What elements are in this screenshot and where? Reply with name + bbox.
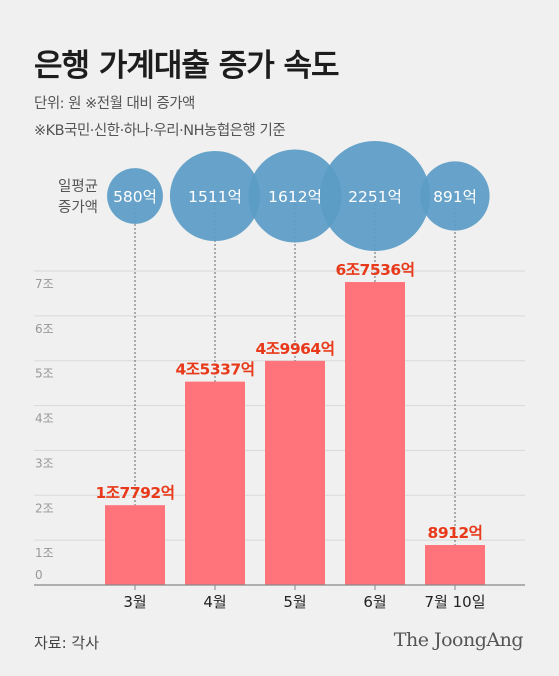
brand-logo: The JoongAng bbox=[393, 629, 524, 651]
bars bbox=[105, 282, 485, 585]
x-tick-label: 7월 10일 bbox=[425, 593, 486, 611]
bubble bbox=[169, 150, 261, 242]
bubble bbox=[420, 161, 490, 231]
y-tick-label: 4조 bbox=[35, 412, 54, 426]
bar bbox=[425, 545, 485, 585]
bar bbox=[345, 282, 405, 585]
chart-title: 은행 가계대출 증가 속도 bbox=[34, 48, 340, 84]
bar-value-label: 4조9964억 bbox=[256, 339, 335, 358]
y-tick-label: 0 bbox=[35, 568, 43, 582]
bar bbox=[105, 505, 165, 585]
bubble-label: 2251억 bbox=[348, 188, 402, 206]
bar bbox=[185, 381, 245, 585]
bubble-label: 1612억 bbox=[268, 188, 322, 206]
bubble-row-caption: 일평균 bbox=[58, 178, 98, 195]
bar-value-label: 4조5337억 bbox=[176, 360, 255, 379]
bubble bbox=[107, 168, 163, 224]
bar bbox=[265, 360, 325, 585]
bubble-label: 891억 bbox=[433, 188, 477, 206]
bubble bbox=[248, 149, 342, 243]
y-tick-label: 7조 bbox=[35, 277, 54, 291]
y-tick-label: 6조 bbox=[35, 322, 54, 336]
x-tick-label: 5월 bbox=[283, 593, 306, 611]
y-tick-label: 5조 bbox=[35, 367, 54, 381]
bar-value-label: 1조7792억 bbox=[96, 483, 175, 502]
bar-value-label: 8912억 bbox=[428, 523, 483, 542]
axes: 3월 4월 5월 6월 7월 10일 bbox=[34, 584, 525, 611]
y-tick-label: 2조 bbox=[35, 501, 54, 515]
source-note: 자료: 각사 bbox=[34, 634, 100, 652]
x-tick-label: 6월 bbox=[363, 593, 386, 611]
bubble-row-caption: 증가액 bbox=[58, 199, 98, 216]
unit-note: 단위: 원 ※전월 대비 증가액 bbox=[34, 96, 195, 112]
bubble-label: 1511억 bbox=[188, 188, 242, 206]
basis-note: ※KB국민·신한·하나·우리·NH농협은행 기준 bbox=[34, 123, 286, 139]
bar-value-label: 6조7536억 bbox=[336, 260, 415, 279]
bubble bbox=[320, 141, 430, 251]
x-tick-label: 3월 bbox=[123, 593, 146, 611]
y-tick-label: 3조 bbox=[35, 456, 54, 470]
x-tick-label: 4월 bbox=[203, 593, 226, 611]
bubble-label: 580억 bbox=[113, 188, 157, 206]
y-tick-label: 1조 bbox=[35, 546, 54, 560]
